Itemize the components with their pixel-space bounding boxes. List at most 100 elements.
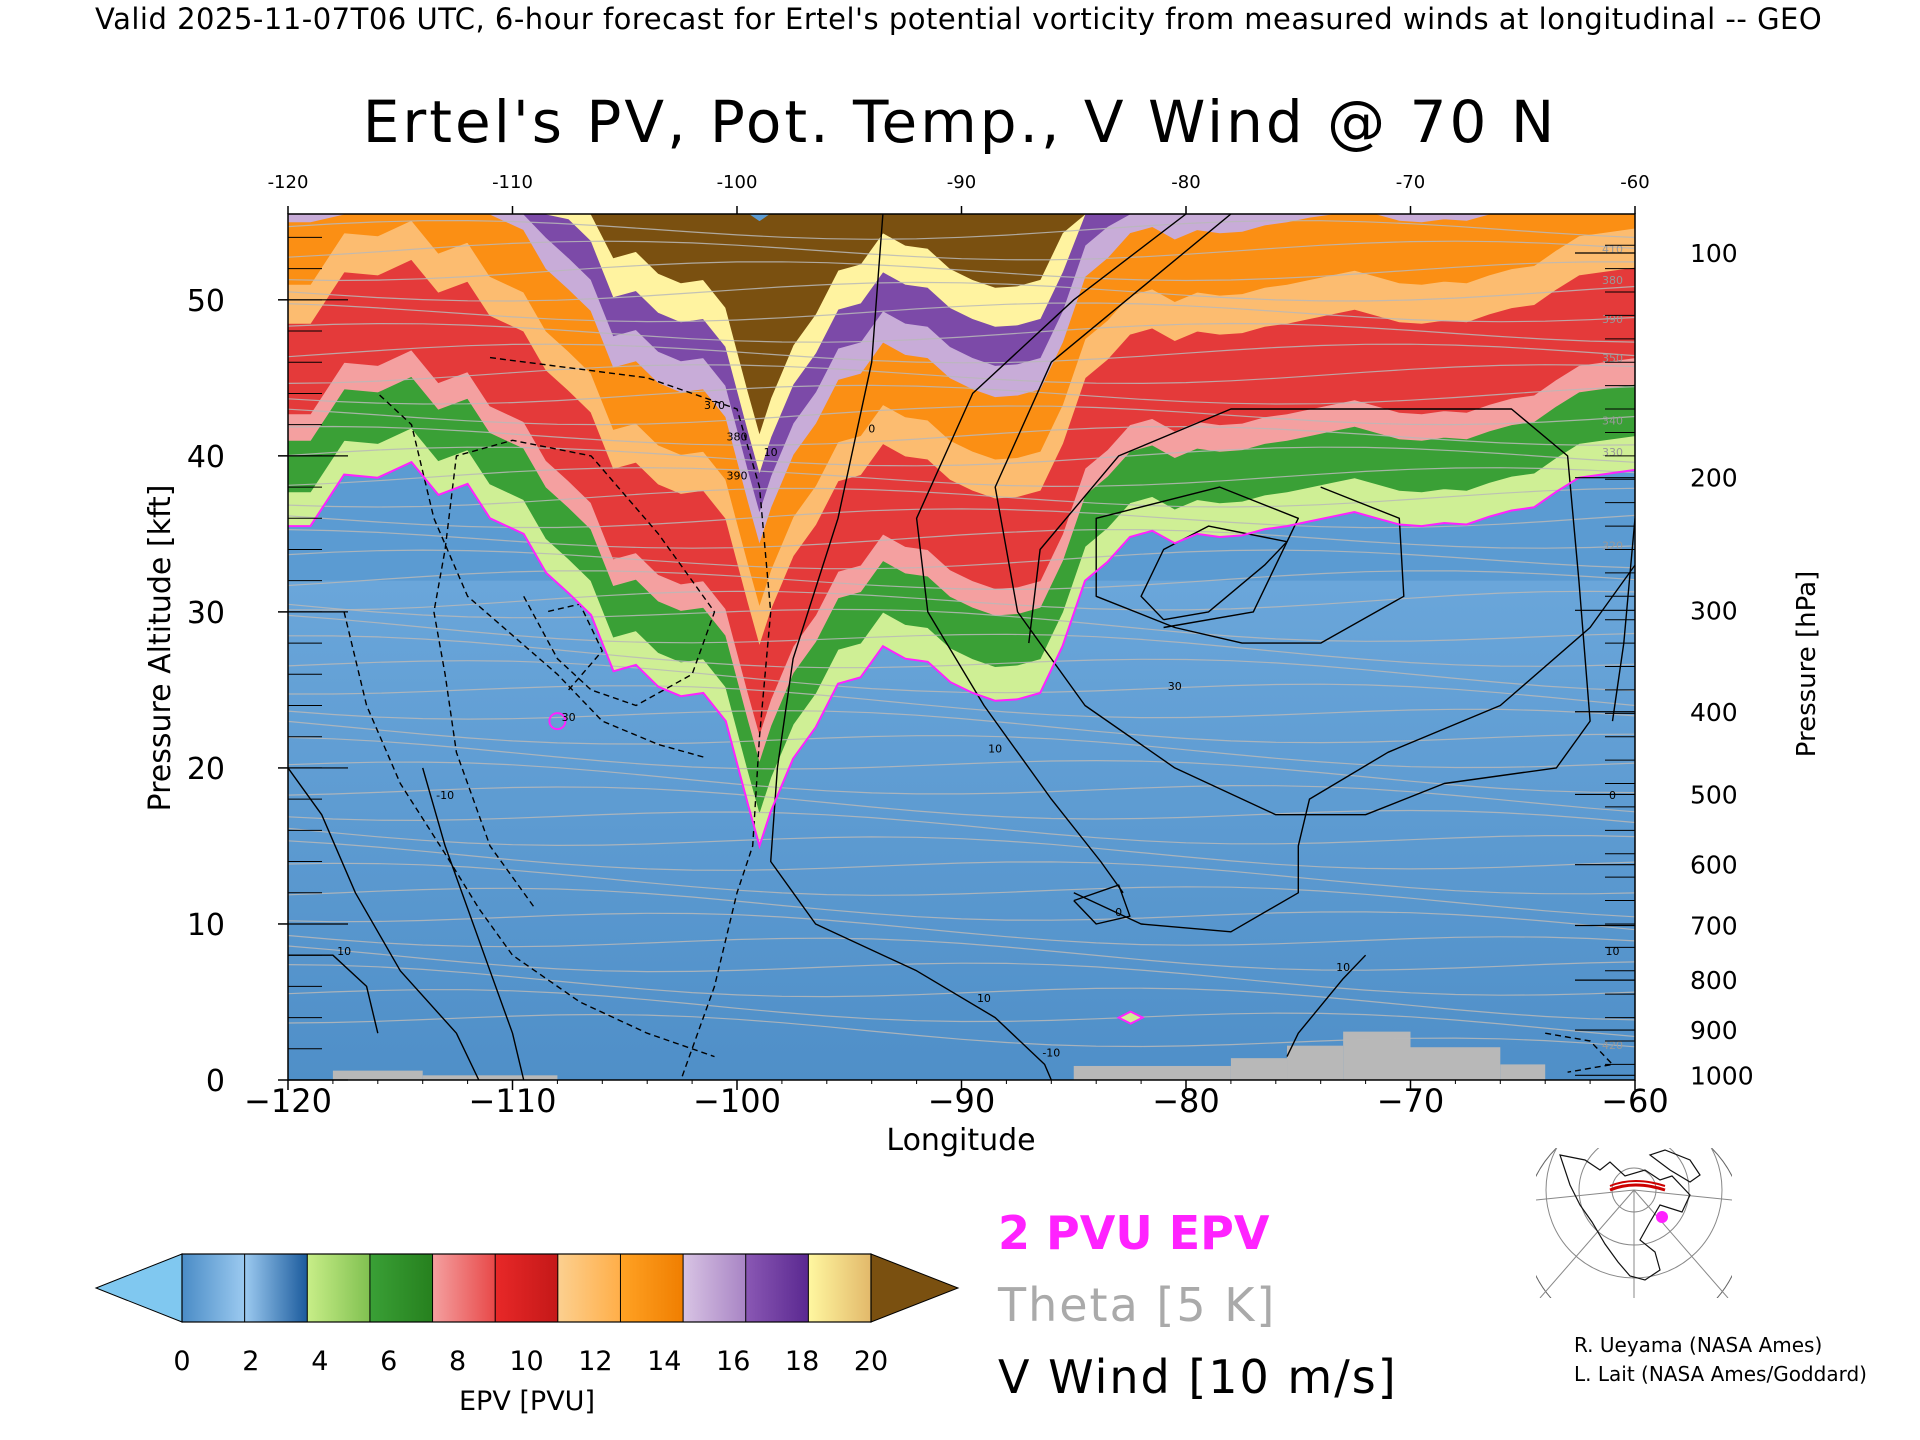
theta-contour-11: [288, 786, 1635, 824]
wind-neg-low: [1545, 1032, 1614, 1073]
wind-pos-low: [1073, 884, 1131, 925]
theta-contour-24: [288, 528, 1635, 549]
contour-label-10: 10: [977, 992, 991, 1005]
colorbar-over-arrow: [870, 1253, 960, 1323]
colorbar-tick-label-6: 12: [578, 1346, 612, 1377]
pv-band-9: [288, 214, 1635, 435]
contour-label-15: 10: [1606, 945, 1620, 958]
contour-label-13: 10: [1336, 961, 1350, 974]
pressure-tick-label-9: 1000: [1690, 1061, 1754, 1090]
terrain-block-2: [1073, 1065, 1231, 1080]
x-tick-label-4: −80: [1152, 1082, 1220, 1120]
wind-neg10-a: [377, 392, 704, 758]
y-tick-label-1: 10: [187, 908, 225, 943]
y-tick-label-5: 50: [187, 284, 225, 319]
theta-contour-38: [288, 240, 1635, 261]
colorbar-segment-5: [495, 1254, 559, 1322]
pressure-tick-label-4: 500: [1690, 780, 1738, 809]
theta-contour-26: [288, 487, 1635, 508]
pvu-island-1: [548, 712, 567, 731]
y-axis-label-right: Pressure [hPa]: [1792, 571, 1822, 758]
pv-color-bands: [288, 214, 1635, 1080]
top-tick-label-2: -100: [717, 172, 758, 193]
locator-map: [1536, 1148, 1732, 1298]
colorbar-segment-10: [808, 1254, 872, 1322]
theta-contour-39: [288, 219, 1635, 240]
theta-contour-34: [288, 322, 1635, 343]
theta-contour-36: [288, 281, 1635, 302]
theta-contour-12: [288, 761, 1635, 813]
contour-label-8: -10: [436, 789, 454, 802]
forecast-header: Valid 2025-11-07T06 UTC, 6-hour forecast…: [95, 2, 1823, 36]
wind-10-east: [915, 214, 1187, 894]
colorbar-tick-label-2: 4: [311, 1346, 328, 1377]
pressure-tick-label-8: 900: [1690, 1016, 1738, 1045]
theta-contour-21: [288, 590, 1635, 611]
top-tick-label-3: -90: [947, 172, 976, 193]
terrain-block-3: [1230, 1058, 1288, 1080]
top-tick-label-1: -110: [492, 172, 533, 193]
contour-label-16: 420: [1602, 1039, 1623, 1052]
colorbar-tick-label-5: 10: [509, 1346, 543, 1377]
contour-label-12: -10: [1042, 1047, 1060, 1060]
plot-area: 370380390100301030-1010100-1010010420410…: [288, 214, 1635, 1080]
theta-contour-37: [288, 261, 1635, 282]
wind-30-inner: [1095, 486, 1405, 644]
pressure-tick-label-1: 200: [1690, 464, 1738, 493]
colorbar-segment-4: [432, 1254, 496, 1322]
theta-contour-13: [288, 736, 1635, 794]
wind-zero-main: [770, 214, 1052, 1080]
axes: −120-120−110-110−100-100−90-90−80-80−70-…: [187, 172, 1754, 1120]
contour-label-20: 350: [1602, 352, 1623, 365]
colorbar-tick-label-7: 14: [647, 1346, 681, 1377]
contour-label-2: 390: [727, 469, 748, 482]
theta-contour-2: [288, 964, 1635, 1021]
terrain-block-7: [1500, 1064, 1546, 1080]
pvu-island-2: [1116, 1010, 1145, 1025]
wind-30-east: [994, 214, 1591, 816]
theta-contour-6: [288, 887, 1635, 931]
two-pvu-contour: [288, 460, 1635, 1025]
colorbar-segment-2: [307, 1254, 371, 1322]
theta-contour-8: [288, 840, 1635, 895]
contour-label-5: 30: [562, 711, 576, 724]
wind-neg30-inner: [546, 603, 603, 691]
wind-neg30-a: [433, 439, 716, 909]
map-location-marker: [1656, 1211, 1668, 1223]
contour-label-9: 10: [337, 945, 351, 958]
y-tick-label-4: 40: [187, 440, 225, 475]
contour-label-11: 0: [1115, 906, 1122, 919]
y-tick-label-3: 30: [187, 596, 225, 631]
pressure-tick-label-6: 700: [1690, 912, 1738, 941]
pressure-tick-label-7: 800: [1690, 966, 1738, 995]
contour-label-18: 380: [1602, 274, 1623, 287]
y-tick-label-2: 20: [187, 752, 225, 787]
theta-contour-31: [288, 384, 1635, 405]
x-tick-label-3: −90: [928, 1082, 996, 1120]
contour-label-14: 0: [1609, 789, 1616, 802]
colorbar-frame: [181, 1253, 872, 1323]
contour-label-23: 320: [1602, 539, 1623, 552]
theta-contour-3: [288, 945, 1635, 996]
credit-line-2: L. Lait (NASA Ames/Goddard): [1574, 1362, 1867, 1386]
theta-contour-25: [288, 508, 1635, 529]
legend-pvu: 2 PVU EPV: [998, 1206, 1270, 1260]
terrain-block-1: [422, 1075, 558, 1080]
wind-neg10-c: [343, 611, 715, 1058]
x-tick-label-0: −120: [244, 1082, 332, 1120]
colorbar-segment-8: [683, 1254, 747, 1322]
theta-contour-27: [288, 467, 1635, 488]
colorbar-tick-label-3: 6: [380, 1346, 397, 1377]
colorbar-tick-label-0: 0: [173, 1346, 190, 1377]
top-tick-label-0: -120: [268, 172, 309, 193]
colorbar-segment-6: [557, 1254, 621, 1322]
theta-contour-0: [288, 1013, 1635, 1048]
wind-neg10-b: [489, 356, 772, 1080]
colorbar: 0 2 4 6 8 10 12 14 16 18 20: [94, 1253, 960, 1377]
theta-contour-5: [288, 912, 1635, 946]
colorbar-segment-3: [369, 1254, 434, 1322]
theta-contour-20: [288, 603, 1635, 642]
contour-label-6: 10: [988, 742, 1002, 755]
wind-0-mid: [422, 767, 525, 1080]
